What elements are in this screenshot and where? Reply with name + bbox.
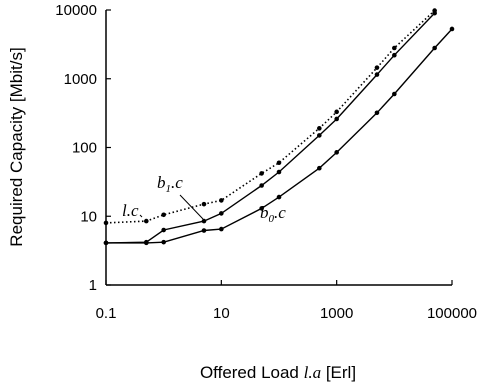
y-tick-label: 100	[72, 140, 97, 157]
series-0-point	[276, 160, 282, 166]
axes	[105, 10, 452, 286]
y-axis-title: Required Capacity [Mbit/s]	[7, 47, 26, 246]
series-1-point	[317, 133, 322, 138]
series-label-b0c: b0.c	[260, 203, 286, 225]
series-0-point	[201, 201, 207, 207]
series-0-point	[219, 198, 224, 203]
ticks: 1 10 100 1000 10000 0.1 10 1000 100000	[55, 2, 477, 322]
series-label-lc: l.c	[122, 201, 139, 220]
series-1-point	[276, 169, 282, 175]
series-0-point	[374, 65, 380, 70]
series-2-point	[432, 45, 437, 51]
series-2-point	[103, 240, 109, 246]
series-1-point	[374, 72, 380, 77]
series-2-point	[374, 110, 380, 116]
series-label-lc-pointer	[139, 214, 143, 218]
y-tick-label: 10	[80, 208, 97, 225]
series-1-point	[432, 10, 437, 16]
y-tick-label: 10000	[55, 2, 97, 19]
series-2-point	[161, 239, 166, 245]
series-0-point	[317, 126, 322, 131]
series-label-b1c: b1.c	[157, 173, 183, 195]
series-2-point	[259, 206, 264, 211]
series-0-point	[103, 220, 109, 226]
series-1-point	[392, 52, 397, 58]
series-1-point	[259, 183, 264, 188]
x-tick-label: 10	[213, 305, 230, 322]
series-1-point	[334, 116, 339, 122]
x-tick-label: 100000	[427, 305, 477, 322]
x-tick-label: 1000	[320, 305, 353, 322]
x-tick-label: 0.1	[96, 305, 117, 322]
series-label-b1c-pointer	[179, 194, 204, 220]
x-axis-title: Offered Load l.a [Erl]	[200, 363, 356, 382]
series-2-point	[317, 165, 322, 171]
series-0-point	[392, 45, 397, 51]
series-0-point	[259, 171, 264, 176]
y-tick-label: 1000	[64, 71, 97, 88]
series-1-point	[201, 218, 207, 224]
series-line-1	[106, 12, 436, 244]
series-layer	[103, 8, 455, 246]
series-2-point	[144, 240, 149, 246]
series-2-point	[334, 150, 339, 155]
series-2-point	[276, 194, 282, 200]
series-2-point	[392, 91, 397, 97]
y-tick-label: 1	[89, 277, 97, 294]
series-0-point	[161, 212, 166, 218]
series-1-point	[219, 211, 224, 216]
series-2-point	[201, 228, 207, 233]
series-line-0	[106, 10, 436, 224]
series-2-point	[219, 226, 224, 232]
series-0-point	[144, 218, 149, 224]
series-2-point	[449, 26, 455, 32]
series-0-point	[334, 109, 339, 115]
series-1-point	[161, 227, 166, 233]
